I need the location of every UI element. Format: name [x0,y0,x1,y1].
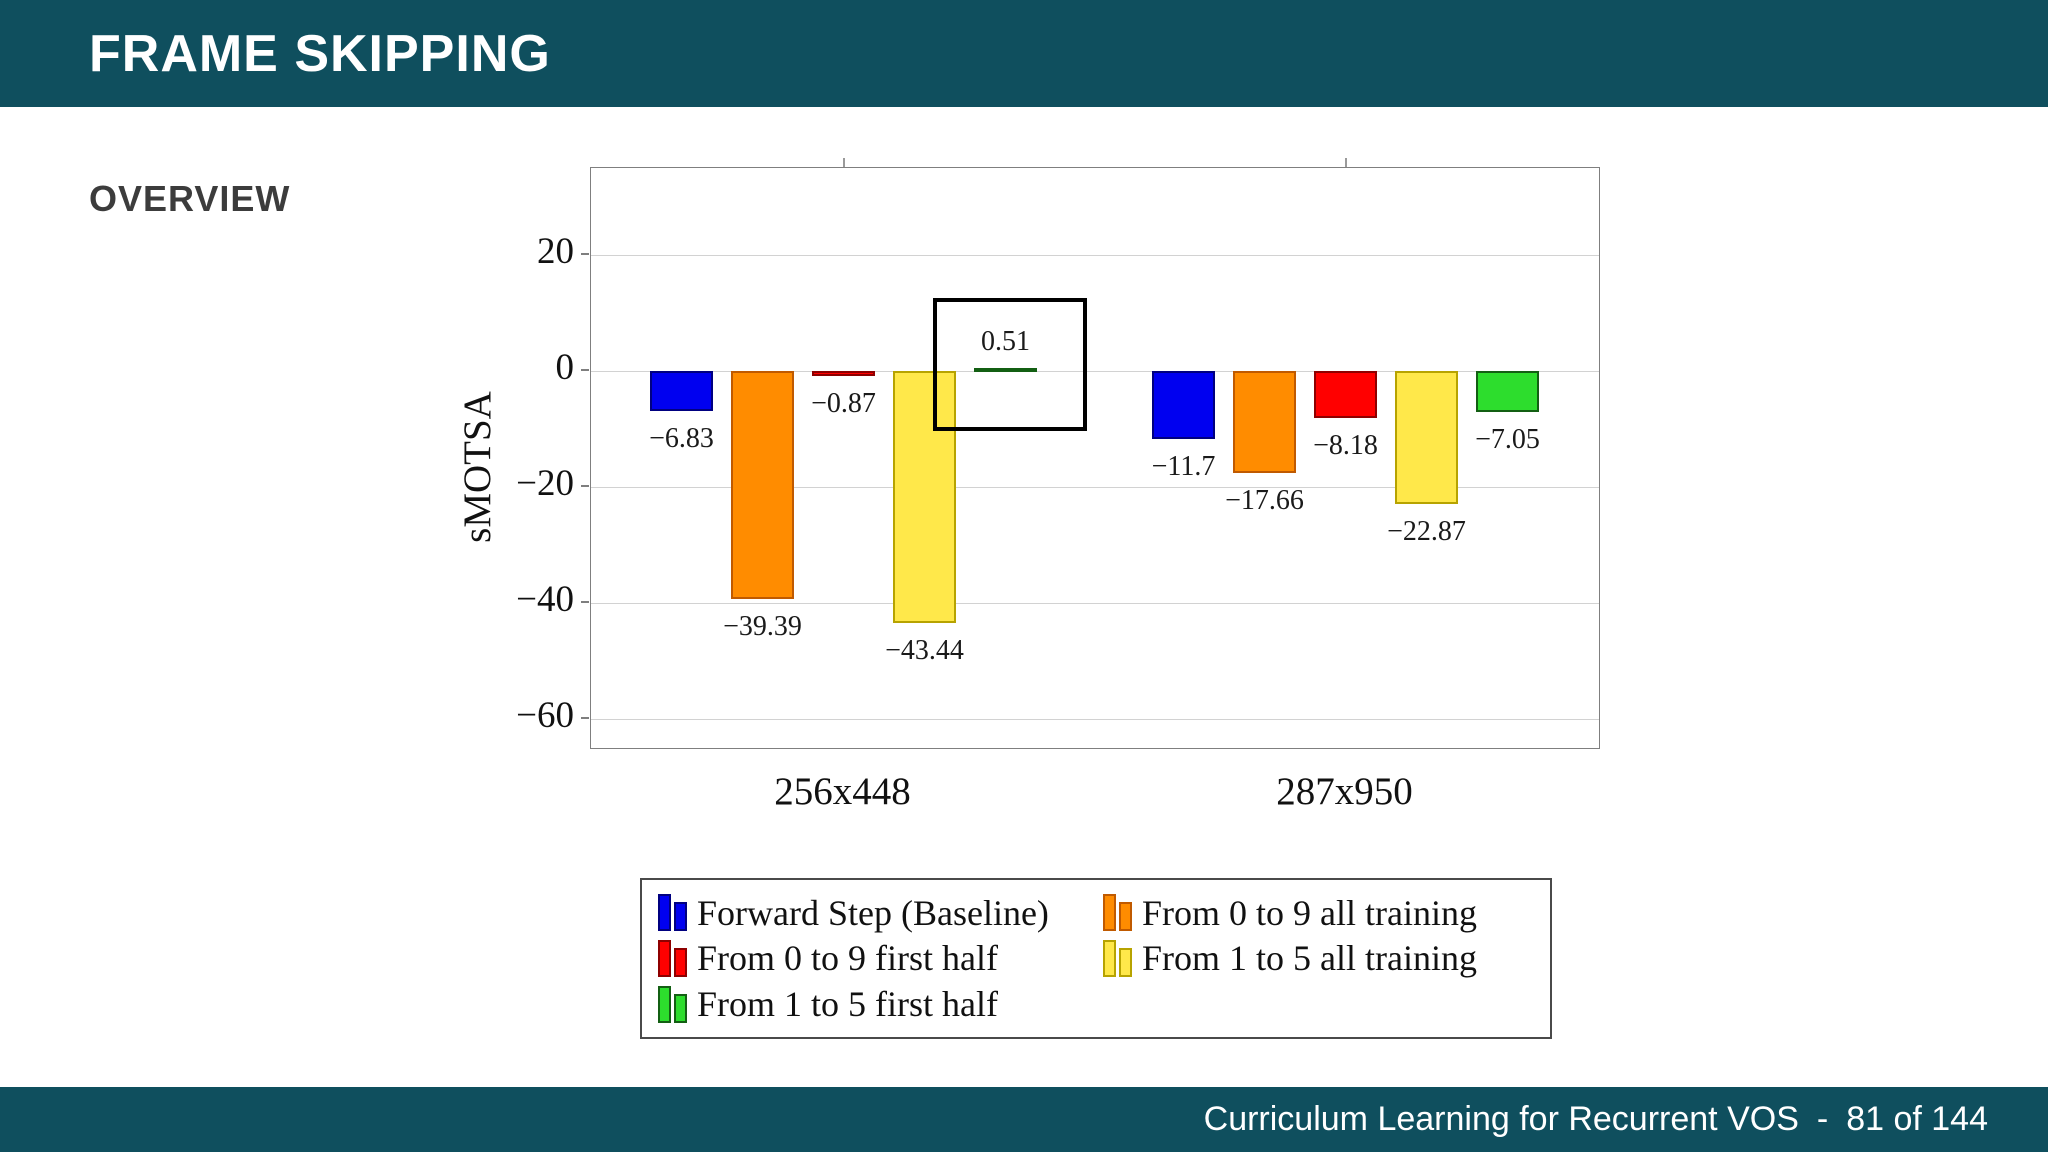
legend-swatch-bar [658,985,671,1023]
section-label: OVERVIEW [89,178,291,219]
legend-swatch-bar [1119,902,1132,932]
chart-legend: Forward Step (Baseline) From 0 to 9 all t… [640,878,1552,1039]
bar-value-label: −6.83 [649,422,714,454]
bar-value-label: 0.51 [981,326,1030,358]
bar-forward-step-baseline-287x950 [1152,371,1215,439]
legend-label: From 1 to 5 all training [1142,938,1477,979]
gridline-y-20 [591,486,1599,488]
bar-from-1-to-5-first-half-256x448 [974,368,1037,373]
bar-from-1-to-5-all-training-256x448 [893,371,956,623]
slide-title: FRAME SKIPPING [89,24,551,83]
plot-area: −6.83 −39.39 −0.87 −43.44 0.51 −11.7 −17.66 −8.… [590,158,1600,749]
gridline-y-40 [591,602,1599,604]
bar-from-1-to-5-first-half-287x950 [1476,371,1539,412]
bar-value-label: −7.05 [1475,423,1540,455]
legend-swatch-icon [658,894,687,932]
bar-from-0-to-9-first-half-256x448 [812,371,875,377]
bar-value-label: −39.39 [723,611,802,643]
y-tick-label: −40 [516,579,574,620]
legend-swatch-bar [674,947,687,977]
legend-swatch-icon [658,939,687,977]
legend-label: From 0 to 9 first half [697,938,998,979]
legend-swatch-bar [1103,894,1116,932]
slide-header: FRAME SKIPPING [0,0,2048,107]
bar-value-label: −0.87 [811,388,876,420]
bar-value-label: −22.87 [1387,515,1466,547]
legend-swatch-bar [674,902,687,932]
bar-from-1-to-5-all-training-287x950 [1395,371,1458,504]
bar-value-label: −43.44 [885,634,964,666]
bar-value-label: −17.66 [1225,485,1304,517]
legend-swatch-bar [674,993,687,1023]
bar-from-0-to-9-all-training-256x448 [731,371,794,600]
legend-swatch-icon [1103,894,1132,932]
bar-from-0-to-9-all-training-287x950 [1233,371,1296,474]
footer-page-number: 81 of 144 [1846,1100,1988,1138]
legend-entry-from-1-to-5-all-training: From 1 to 5 all training [1103,936,1534,980]
y-tick-label: −20 [516,463,574,504]
x-tick-mark [1344,158,1347,167]
x-category-label-287x950: 287x950 [1276,770,1413,813]
highlight-box [932,298,1087,432]
bar-chart: sMOTSA 20 0 −20 −40 −60 −6.83 −39.39 −0.87 −43.… [456,158,1680,867]
x-tick-mark [842,158,845,167]
bar-from-0-to-9-first-half-287x950 [1314,371,1377,419]
gridline-y0 [591,370,1599,372]
bar-forward-step-baseline-256x448 [650,371,713,411]
y-tick-mark [581,369,589,371]
footer-text: Curriculum Learning for Recurrent VOS [1203,1100,1799,1138]
legend-swatch-bar [658,939,671,977]
legend-swatch-bar [1119,947,1132,977]
y-tick-mark [581,601,589,603]
legend-entry-from-0-to-9-all-training: From 0 to 9 all training [1103,891,1534,935]
legend-swatch-bar [1103,939,1116,977]
legend-label: From 1 to 5 first half [697,984,998,1025]
legend-label: From 0 to 9 all training [1142,892,1477,933]
y-tick-label: −60 [516,695,574,736]
footer-separator: - [1816,1100,1829,1138]
bar-value-label: −11.7 [1151,450,1216,482]
y-tick-mark [581,253,589,255]
legend-entry-from-1-to-5-first-half: From 1 to 5 first half [658,982,1103,1026]
gridline-y20 [591,254,1599,256]
y-tick-label: 0 [555,347,575,388]
y-tick-mark [581,485,589,487]
legend-swatch-icon [658,985,687,1023]
bar-value-label: −8.18 [1313,430,1378,462]
legend-swatch-bar [658,894,671,932]
legend-swatch-icon [1103,939,1132,977]
gridline-y-60 [591,718,1599,720]
legend-entry-from-0-to-9-first-half: From 0 to 9 first half [658,936,1103,980]
legend-entry-forward-step-baseline: Forward Step (Baseline) [658,891,1103,935]
y-tick-label: 20 [537,231,574,272]
x-category-label-256x448: 256x448 [774,770,911,813]
legend-label: Forward Step (Baseline) [697,892,1049,933]
slide-footer: Curriculum Learning for Recurrent VOS - … [0,1087,2048,1152]
y-tick-mark [581,717,589,719]
